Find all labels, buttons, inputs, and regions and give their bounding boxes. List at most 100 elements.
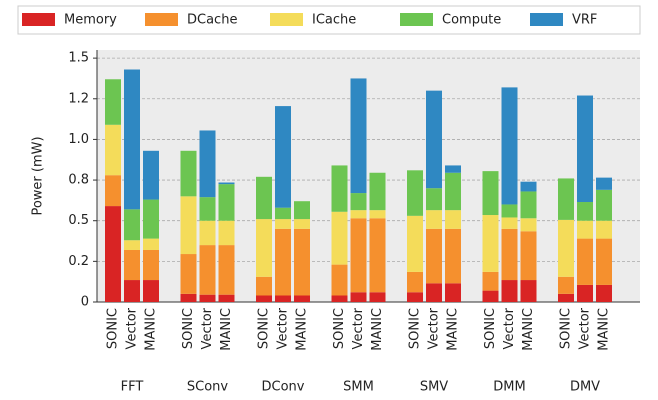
- bar-segment: [558, 293, 574, 302]
- bar-segment: [256, 276, 272, 296]
- y-tick-label: 1.0: [68, 132, 89, 147]
- bar-segment: [501, 228, 518, 281]
- y-tick-label: 0.8: [68, 173, 89, 188]
- group-label: SMV: [420, 380, 448, 395]
- group-label: DConv: [262, 380, 305, 395]
- bar-segment: [199, 130, 216, 198]
- x-tick-label: Vector: [125, 307, 140, 349]
- bar-segment: [350, 193, 367, 211]
- bar-segment: [577, 220, 593, 239]
- legend-label: VRF: [572, 13, 597, 28]
- bar-segment: [294, 228, 310, 296]
- bar-segment: [256, 295, 272, 302]
- bar-segment: [124, 249, 140, 281]
- bar-segment: [275, 295, 291, 302]
- bar-segment: [143, 280, 159, 302]
- bar-segment: [577, 284, 593, 302]
- bar-segment: [520, 218, 537, 232]
- x-tick-label: SONIC: [559, 308, 574, 349]
- legend-label: ICache: [312, 13, 356, 28]
- bar-segment: [331, 211, 348, 265]
- bar-segment: [105, 206, 121, 302]
- x-tick-label: MANIC: [597, 308, 612, 351]
- bar-segment: [482, 290, 499, 302]
- bar-segment: [596, 189, 612, 221]
- bar-segment: [275, 219, 291, 229]
- bar-segment: [596, 177, 612, 190]
- x-tick-label: SONIC: [332, 308, 347, 349]
- bar-segment: [369, 292, 386, 302]
- x-tick-label: Vector: [502, 307, 517, 349]
- legend-label: Memory: [64, 13, 117, 28]
- bar-segment: [501, 87, 518, 205]
- bar-segment: [143, 199, 159, 239]
- y-tick-label: 0.2: [68, 254, 89, 269]
- y-tick-label: 0.5: [68, 213, 89, 228]
- bar-segment: [350, 78, 367, 194]
- y-tick-label: 1.2: [68, 91, 89, 106]
- group-label: SMM: [343, 380, 374, 395]
- bar-segment: [331, 165, 348, 212]
- bar-segment: [294, 219, 310, 229]
- bar-segment: [180, 293, 197, 302]
- bar-segment: [275, 106, 291, 208]
- bar-segment: [124, 69, 140, 210]
- legend-label: Compute: [442, 13, 501, 28]
- bar-segment: [199, 220, 216, 246]
- bar-segment: [558, 219, 574, 277]
- bar-segment: [275, 207, 291, 220]
- bar-segment: [520, 191, 537, 219]
- group-label: DMM: [493, 380, 525, 395]
- bar-segment: [124, 280, 140, 302]
- bar-segment: [105, 124, 121, 176]
- bar-segment: [369, 172, 386, 211]
- bar-segment: [482, 215, 499, 272]
- x-tick-label: Vector: [351, 307, 366, 349]
- x-tick-label: SONIC: [408, 308, 423, 349]
- bar-segment: [445, 283, 461, 302]
- bar-segment: [596, 284, 612, 302]
- bar-segment: [407, 170, 423, 216]
- bar-segment: [105, 175, 121, 207]
- legend-swatch: [400, 13, 433, 26]
- y-tick-label: 0: [81, 295, 89, 310]
- group-label: DMV: [570, 380, 600, 395]
- bar-segment: [426, 90, 442, 189]
- bar-segment: [445, 165, 461, 173]
- bar-segment: [256, 176, 272, 220]
- bar-segment: [407, 215, 423, 272]
- bar-segment: [445, 228, 461, 284]
- bar-segment: [426, 188, 442, 211]
- legend-swatch: [145, 13, 178, 26]
- legend-swatch: [270, 13, 303, 26]
- x-tick-label: MANIC: [219, 308, 234, 351]
- bar-segment: [218, 294, 235, 302]
- x-tick-label: Vector: [276, 307, 291, 349]
- x-tick-label: MANIC: [446, 308, 461, 351]
- bar-segment: [577, 238, 593, 285]
- y-axis-label: Power (mW): [31, 136, 46, 215]
- bar-segment: [407, 271, 423, 293]
- bar-segment: [218, 182, 235, 185]
- x-tick-label: SONIC: [257, 308, 272, 349]
- x-tick-label: Vector: [200, 307, 215, 349]
- bar-segment: [445, 172, 461, 211]
- bar-segment: [218, 184, 235, 221]
- bar-segment: [331, 264, 348, 296]
- bar-segment: [558, 276, 574, 294]
- bar-segment: [350, 210, 367, 219]
- legend-swatch: [22, 13, 55, 26]
- x-tick-label: Vector: [578, 307, 593, 349]
- bar-segment: [180, 196, 197, 255]
- bar-segment: [124, 240, 140, 250]
- bar-segment: [180, 150, 197, 197]
- bar-segment: [482, 271, 499, 291]
- bar-segment: [294, 295, 310, 302]
- bar-segment: [124, 209, 140, 241]
- bar-segment: [482, 171, 499, 216]
- x-tick-label: SONIC: [106, 308, 121, 349]
- bar-segment: [426, 210, 442, 229]
- bar-segment: [520, 280, 537, 302]
- x-tick-label: SONIC: [181, 308, 196, 349]
- bar-segment: [143, 150, 159, 200]
